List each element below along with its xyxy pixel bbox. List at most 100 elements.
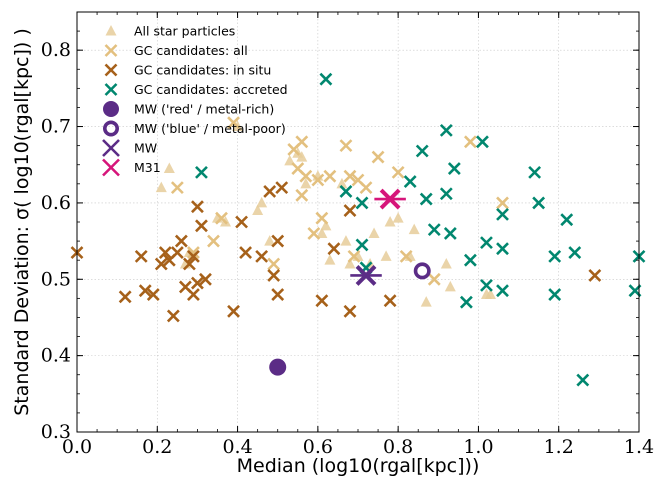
data-point <box>340 235 352 246</box>
data-point <box>324 254 336 265</box>
series-1 <box>170 116 509 286</box>
data-point <box>174 234 188 248</box>
data-point <box>440 258 452 269</box>
x-tick-label: 0.2 <box>142 436 172 458</box>
x-tick-label: 1.2 <box>544 436 574 458</box>
x-axis-title: Median (log10(rgal[kpc])) <box>237 455 480 477</box>
legend-item: GC candidates: all <box>104 43 248 58</box>
data-point <box>323 169 337 183</box>
legend-marker <box>105 25 117 36</box>
data-point <box>264 235 276 246</box>
legend-marker <box>104 44 118 57</box>
legend-marker <box>104 83 118 96</box>
data-point <box>227 304 240 318</box>
data-point <box>215 211 228 225</box>
data-point <box>496 196 509 210</box>
data-point <box>195 219 208 233</box>
legend-marker <box>102 139 120 157</box>
y-tick-label: 0.6 <box>41 192 71 214</box>
legend-item: MW <box>102 139 157 157</box>
data-point <box>182 257 196 271</box>
data-point <box>199 272 212 286</box>
data-point <box>191 200 204 214</box>
x-tick-label: 0.4 <box>222 436 252 458</box>
data-point <box>255 249 269 263</box>
data-point <box>392 212 404 223</box>
data-point <box>311 173 325 187</box>
data-point <box>316 227 328 238</box>
y-tick-label: 0.7 <box>41 116 71 138</box>
data-points <box>70 72 646 387</box>
data-point <box>134 249 148 263</box>
x-tick-label: 1.0 <box>463 436 493 458</box>
legend-label: All star particles <box>134 24 235 39</box>
data-point <box>439 123 453 137</box>
legend-label: GC candidates: in situ <box>134 63 271 78</box>
data-point <box>163 162 175 174</box>
data-point <box>138 284 152 298</box>
data-point <box>459 295 473 309</box>
data-point <box>480 278 493 292</box>
series-2 <box>70 181 602 323</box>
legend-item: GC candidates: in situ <box>104 63 271 78</box>
legend-label: MW ('red' / metal-rich) <box>134 102 274 117</box>
data-point <box>339 185 353 198</box>
data-point <box>374 188 406 210</box>
data-point <box>368 227 380 238</box>
data-point <box>420 296 432 307</box>
data-point <box>399 249 413 263</box>
x-tick-label: 0.8 <box>383 436 413 458</box>
data-point <box>275 181 289 195</box>
legend-item: GC candidates: accreted <box>104 82 288 97</box>
legend-label: GC candidates: accreted <box>134 82 288 97</box>
data-point <box>315 211 329 225</box>
data-point <box>391 165 405 179</box>
data-point <box>158 246 172 259</box>
legend-marker <box>104 63 118 77</box>
data-point <box>307 227 321 240</box>
data-point <box>444 280 456 292</box>
data-point <box>350 265 382 286</box>
data-point <box>155 181 167 193</box>
data-point <box>568 246 582 259</box>
data-point <box>588 269 602 282</box>
data-point <box>186 246 200 259</box>
data-point <box>528 165 542 179</box>
data-point <box>284 154 296 166</box>
data-point <box>496 242 509 256</box>
data-point <box>295 188 309 202</box>
data-point <box>408 223 420 235</box>
data-point <box>195 165 208 179</box>
data-point <box>207 234 220 248</box>
data-point <box>300 177 312 189</box>
data-point <box>320 219 332 231</box>
data-point <box>371 150 385 164</box>
data-point <box>496 284 509 298</box>
y-tick-label: 0.4 <box>41 345 71 367</box>
series-7 <box>374 188 406 210</box>
data-point <box>532 196 546 210</box>
legend-item: MW ('blue' / metal-poor) <box>103 120 286 137</box>
axis-ticks: 0.0 0.2 0.4 0.6 0.8 1.0 1.2 1.4 0.3 0.4 0.5 0.6 0.7 0… <box>41 11 654 458</box>
data-point <box>413 262 431 280</box>
y-tick-label: 0.8 <box>41 39 71 61</box>
data-point <box>548 249 562 263</box>
legend-label: M31 <box>134 160 161 175</box>
legend-item: All star particles <box>105 24 235 39</box>
x-tick-label: 0.6 <box>303 436 333 458</box>
data-point <box>235 215 249 229</box>
data-point <box>319 72 333 86</box>
data-point <box>463 253 477 267</box>
data-point <box>560 213 574 227</box>
data-point <box>415 144 429 158</box>
data-point <box>439 187 453 201</box>
data-point <box>336 177 348 189</box>
data-point <box>463 135 477 149</box>
data-point <box>252 204 264 216</box>
data-point <box>267 257 281 271</box>
legend-marker <box>103 120 120 137</box>
data-point <box>170 246 184 259</box>
data-point <box>447 162 461 175</box>
series-5 <box>413 262 431 280</box>
